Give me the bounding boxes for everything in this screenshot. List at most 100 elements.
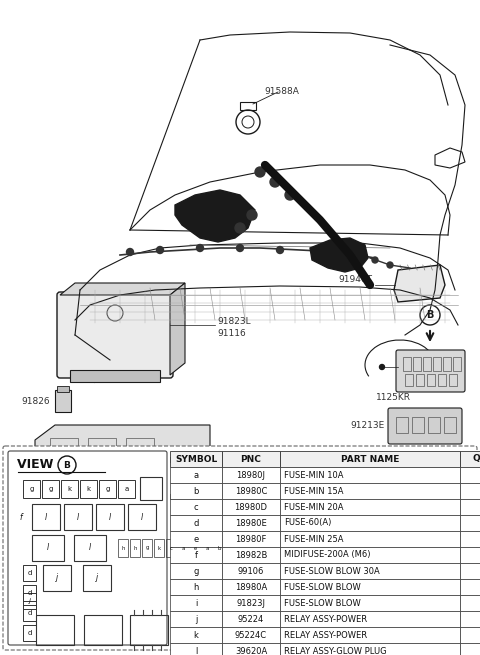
- Text: 18982B: 18982B: [235, 550, 267, 559]
- Text: 91940T: 91940T: [338, 276, 372, 284]
- Text: a: a: [205, 546, 209, 550]
- Text: 18980D: 18980D: [235, 502, 267, 512]
- Text: FUSE-MIN 20A: FUSE-MIN 20A: [284, 502, 344, 512]
- Bar: [280, 643, 460, 655]
- Bar: [23, 585, 36, 601]
- Circle shape: [316, 248, 324, 255]
- Bar: [170, 595, 222, 611]
- Text: PNC: PNC: [240, 455, 262, 464]
- Text: FUSE-MIN 10A: FUSE-MIN 10A: [284, 470, 344, 479]
- Text: l: l: [141, 512, 143, 521]
- FancyBboxPatch shape: [8, 451, 167, 645]
- Bar: [50, 478, 78, 494]
- Text: d: d: [27, 590, 32, 596]
- Bar: [118, 480, 135, 498]
- Bar: [280, 467, 460, 483]
- Bar: [413, 357, 421, 371]
- Bar: [32, 535, 64, 561]
- Text: g: g: [48, 486, 53, 492]
- Polygon shape: [170, 283, 185, 375]
- Text: g: g: [193, 567, 199, 576]
- Bar: [88, 458, 116, 474]
- Text: SYMBOL: SYMBOL: [175, 455, 217, 464]
- Text: FUSE-SLOW BLOW: FUSE-SLOW BLOW: [284, 599, 361, 607]
- Text: a: a: [181, 546, 185, 550]
- Bar: [396, 417, 408, 433]
- Text: a: a: [124, 486, 129, 492]
- Bar: [170, 547, 222, 563]
- Polygon shape: [60, 283, 185, 295]
- Bar: [280, 627, 460, 643]
- Polygon shape: [394, 265, 445, 302]
- Text: g: g: [145, 546, 149, 550]
- Text: 95224C: 95224C: [235, 631, 267, 639]
- FancyBboxPatch shape: [388, 408, 462, 444]
- Bar: [214, 539, 224, 557]
- Bar: [222, 579, 280, 595]
- Text: h: h: [193, 582, 199, 591]
- Text: 91213E: 91213E: [351, 422, 385, 430]
- Polygon shape: [310, 238, 368, 272]
- Circle shape: [387, 262, 393, 268]
- Text: 95224: 95224: [238, 614, 264, 624]
- Bar: [170, 515, 222, 531]
- Bar: [130, 539, 140, 557]
- Text: B: B: [426, 310, 434, 320]
- Bar: [222, 547, 280, 563]
- Text: 91588A: 91588A: [264, 88, 299, 96]
- Text: FUSE-SLOW BLOW 30A: FUSE-SLOW BLOW 30A: [284, 567, 380, 576]
- Bar: [222, 515, 280, 531]
- Bar: [23, 605, 36, 621]
- Circle shape: [235, 223, 245, 233]
- Bar: [460, 531, 480, 547]
- Circle shape: [285, 190, 295, 200]
- FancyBboxPatch shape: [396, 350, 465, 392]
- Bar: [405, 374, 413, 386]
- Bar: [460, 563, 480, 579]
- Text: FUSE-60(A): FUSE-60(A): [284, 519, 331, 527]
- Bar: [61, 480, 78, 498]
- Bar: [126, 478, 154, 494]
- Bar: [128, 504, 156, 530]
- FancyBboxPatch shape: [57, 292, 173, 378]
- Circle shape: [270, 177, 280, 187]
- Bar: [222, 611, 280, 627]
- Bar: [70, 370, 160, 382]
- Bar: [460, 627, 480, 643]
- Bar: [135, 462, 180, 494]
- Bar: [190, 539, 200, 557]
- Text: 39620A: 39620A: [235, 646, 267, 655]
- Bar: [88, 438, 116, 454]
- Bar: [460, 643, 480, 655]
- Bar: [83, 565, 111, 591]
- Bar: [460, 579, 480, 595]
- Bar: [126, 458, 154, 474]
- Text: 18980E: 18980E: [235, 519, 267, 527]
- Text: k: k: [193, 631, 198, 639]
- Text: j: j: [28, 598, 31, 604]
- Circle shape: [247, 210, 257, 220]
- Text: k: k: [67, 486, 72, 492]
- Bar: [170, 579, 222, 595]
- Text: 91823L: 91823L: [217, 316, 251, 326]
- Polygon shape: [175, 190, 255, 242]
- Bar: [42, 480, 59, 498]
- Text: 18980F: 18980F: [235, 534, 267, 544]
- Bar: [55, 390, 71, 412]
- Bar: [423, 357, 431, 371]
- Bar: [222, 643, 280, 655]
- Bar: [222, 563, 280, 579]
- Bar: [280, 531, 460, 547]
- Bar: [142, 539, 152, 557]
- Bar: [23, 593, 36, 609]
- Bar: [412, 417, 424, 433]
- Text: FUSE-MIN 15A: FUSE-MIN 15A: [284, 487, 344, 495]
- Text: RELAY ASSY-POWER: RELAY ASSY-POWER: [284, 631, 367, 639]
- Bar: [50, 458, 78, 474]
- Circle shape: [380, 364, 384, 369]
- Bar: [23, 565, 36, 581]
- Bar: [170, 467, 222, 483]
- Bar: [170, 643, 222, 655]
- Bar: [460, 515, 480, 531]
- Bar: [222, 627, 280, 643]
